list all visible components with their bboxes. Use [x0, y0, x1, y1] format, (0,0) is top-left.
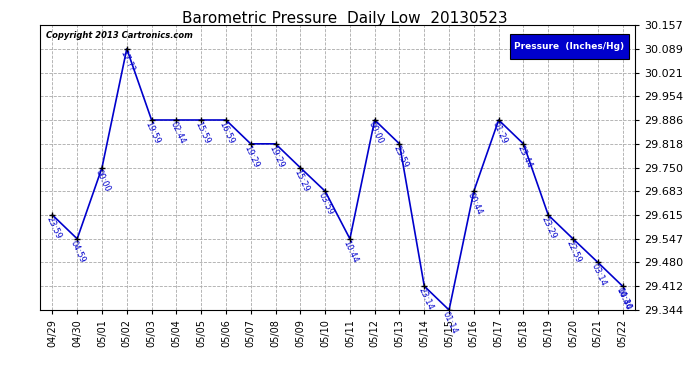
Text: 15:29: 15:29 [292, 168, 310, 193]
Text: 15:59: 15:59 [193, 120, 211, 146]
Text: 02:44: 02:44 [168, 120, 186, 146]
Text: 23:44: 23:44 [515, 144, 533, 169]
Text: 01:29: 01:29 [491, 120, 509, 146]
Text: 17:??: 17:?? [119, 49, 136, 73]
Text: 23:59: 23:59 [44, 215, 63, 240]
Text: 19:29: 19:29 [267, 144, 286, 169]
Text: 23:14: 23:14 [416, 286, 435, 312]
Text: 19:59: 19:59 [144, 120, 161, 146]
Text: 00:00: 00:00 [366, 120, 385, 146]
Text: 23:29: 23:29 [540, 215, 558, 240]
Text: Copyright 2013 Cartronics.com: Copyright 2013 Cartronics.com [46, 31, 193, 40]
Text: 22:59: 22:59 [565, 239, 583, 264]
Text: 04:30: 04:30 [615, 286, 633, 312]
Text: 03:14: 03:14 [590, 262, 608, 288]
Text: 23:59: 23:59 [391, 144, 410, 169]
Text: Barometric Pressure  Daily Low  20130523: Barometric Pressure Daily Low 20130523 [182, 11, 508, 26]
Text: 03:59: 03:59 [317, 191, 335, 217]
Text: 16:59: 16:59 [218, 120, 236, 146]
Text: 19:29: 19:29 [243, 144, 261, 169]
FancyBboxPatch shape [510, 33, 629, 59]
Text: 04:59: 04:59 [69, 239, 87, 264]
Text: Pressure  (Inches/Hg): Pressure (Inches/Hg) [515, 42, 624, 51]
Text: 10:44: 10:44 [342, 239, 360, 264]
Text: 10:44: 10:44 [615, 286, 633, 312]
Text: 00:44: 00:44 [466, 191, 484, 216]
Text: 00:00: 00:00 [94, 168, 112, 193]
Text: 01:14: 01:14 [441, 310, 459, 335]
